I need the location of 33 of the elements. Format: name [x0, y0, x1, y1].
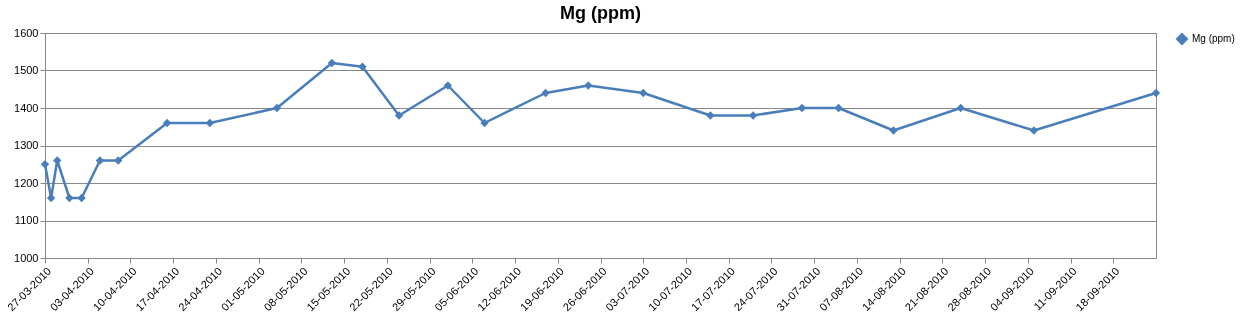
point	[53, 156, 62, 165]
y-tick-label: 1200	[14, 176, 39, 189]
point	[272, 103, 282, 113]
point	[95, 156, 105, 165]
point	[1029, 126, 1039, 135]
point	[65, 193, 74, 203]
legend-label: Mg (ppm)	[1192, 33, 1235, 44]
point	[394, 111, 404, 120]
point	[480, 118, 489, 128]
point	[541, 88, 550, 98]
point	[706, 111, 715, 120]
point	[114, 156, 123, 165]
point	[40, 160, 50, 169]
point	[956, 103, 965, 113]
point	[327, 58, 337, 68]
point	[748, 111, 758, 120]
point	[1151, 88, 1161, 98]
point	[443, 81, 453, 90]
point	[162, 118, 172, 128]
y-tick-label: 1000	[14, 251, 39, 264]
point	[834, 103, 843, 113]
y-tick-label: 1100	[14, 214, 39, 226]
point	[584, 81, 593, 90]
y-tick-label: 1400	[14, 101, 39, 114]
point	[205, 118, 214, 128]
point	[889, 126, 898, 135]
y-tick-label: 1300	[14, 139, 39, 151]
chart-title: Mg (ppm)	[560, 3, 641, 23]
point	[358, 62, 367, 71]
point	[77, 193, 86, 203]
y-tick-label: 1500	[14, 64, 39, 76]
y-tick-label: 1600	[14, 26, 39, 39]
point	[639, 88, 648, 98]
